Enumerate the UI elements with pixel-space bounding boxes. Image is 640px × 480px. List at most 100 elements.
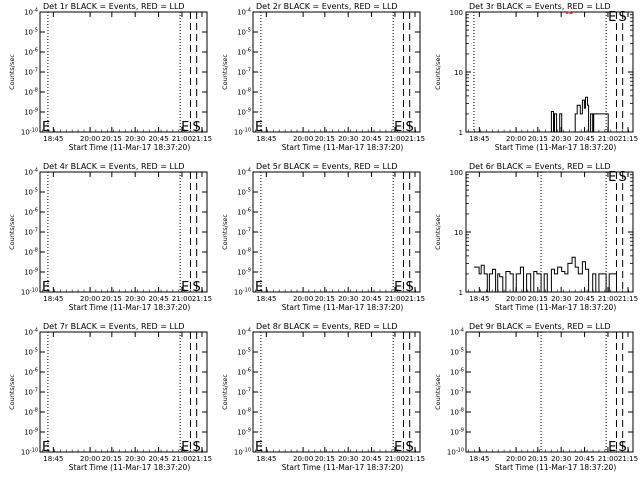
x-tick-label: 20:15 [528,135,548,143]
y-axis-label: Counts/sec [8,374,16,410]
x-tick-label: 21:15 [405,455,425,463]
plot-title: Det 9r BLACK = Events, RED = LLD [469,322,611,331]
y-tick-label: 10-8 [24,88,38,97]
x-axis-label: Start Time (11-Mar-17 18:37:20) [282,143,404,152]
y-tick-label: 10-10 [447,448,464,457]
x-tick-label: 21:15 [405,295,425,303]
x-tick-label: 20:45 [361,135,381,143]
y-axis-label: Counts/sec [221,374,229,410]
y-tick-label: 10-8 [237,248,251,257]
y-tick-label: 10-10 [21,448,38,457]
y-tick-label: 10-9 [24,428,38,437]
x-tick-label: 20:45 [148,135,168,143]
x-tick-label: 21:00 [172,455,192,463]
x-tick-label: 18:45 [256,295,276,303]
marker-label-e: E [608,10,616,25]
marker-label-e: E [394,120,402,135]
marker-label-e: E [181,280,189,295]
marker-label-e: E [42,280,50,295]
x-tick-label: 20:15 [102,295,122,303]
x-axis-label: Start Time (11-Mar-17 18:37:20) [495,303,617,312]
marker-label-s: S [192,440,200,455]
plot-panel-6: Det 6r BLACK = Events, RED = LLD Counts/s… [434,162,638,312]
marker-label-s: S [618,10,626,25]
x-tick-label: 18:45 [43,295,63,303]
plot-panel-8: Det 8r BLACK = Events, RED = LLD Counts/s… [221,322,425,472]
y-axis-label: Counts/sec [221,214,229,250]
x-tick-label: 20:15 [315,135,335,143]
marker-label-s: S [405,440,413,455]
plot-frame [39,11,208,133]
x-tick-label: 20:00 [80,295,100,303]
y-tick-label: 10-9 [237,428,251,437]
x-tick-label: 21:00 [598,295,618,303]
x-tick-label: 20:30 [338,135,358,143]
plot-frame [465,331,634,453]
x-axis-label: Start Time (11-Mar-17 18:37:20) [69,463,191,472]
y-tick-label: 10-5 [24,348,38,357]
x-tick-label: 20:00 [293,135,313,143]
marker-label-e: E [255,280,263,295]
y-axis-label: Counts/sec [221,54,229,90]
x-tick-label: 20:00 [80,455,100,463]
x-tick-label: 20:15 [315,455,335,463]
x-tick-label: 18:45 [256,135,276,143]
data-series-1 [473,256,617,293]
x-tick-label: 21:15 [405,135,425,143]
y-tick-label: 1 [459,129,463,137]
plot-title: Det 4r BLACK = Events, RED = LLD [43,162,185,171]
x-axis-label: Start Time (11-Mar-17 18:37:20) [495,463,617,472]
y-tick-label: 10-6 [237,208,251,217]
y-tick-label: 10-4 [237,328,251,337]
plot-frame [39,331,208,453]
x-tick-label: 20:00 [293,295,313,303]
x-tick-label: 20:45 [148,455,168,463]
x-tick-label: 21:00 [385,295,405,303]
x-tick-label: 18:45 [469,295,489,303]
x-tick-label: 18:45 [43,135,63,143]
y-tick-label: 10-8 [24,408,38,417]
y-tick-label: 10-7 [24,388,38,397]
marker-label-e: E [608,170,616,185]
y-axis-label: Counts/sec [434,54,442,90]
y-tick-label: 10-7 [450,388,464,397]
y-tick-label: 10-9 [237,268,251,277]
x-tick-label: 20:30 [551,295,571,303]
marker-label-e: E [255,120,263,135]
y-tick-label: 10-9 [24,108,38,117]
plot-title: Det 5r BLACK = Events, RED = LLD [256,162,398,171]
marker-label-e: E [608,440,616,455]
y-tick-label: 10 [454,69,463,77]
x-tick-label: 20:30 [338,295,358,303]
plot-panel-9: Det 9r BLACK = Events, RED = LLD Counts/s… [434,322,638,472]
y-tick-label: 10-10 [234,448,251,457]
x-tick-label: 21:15 [618,135,638,143]
y-tick-label: 100 [450,169,463,177]
x-tick-label: 20:30 [551,135,571,143]
y-tick-label: 10-7 [237,228,251,237]
marker-label-e: E [42,440,50,455]
marker-label-s: S [618,440,626,455]
y-tick-label: 10-5 [24,28,38,37]
plot-frame [252,171,421,293]
y-tick-label: 10-4 [237,8,251,17]
x-tick-label: 20:00 [506,295,526,303]
x-tick-label: 20:45 [361,295,381,303]
x-tick-label: 21:00 [172,135,192,143]
plot-title: Det 2r BLACK = Events, RED = LLD [256,2,398,11]
x-tick-label: 20:30 [551,455,571,463]
y-tick-label: 10-4 [237,168,251,177]
y-tick-label: 10-10 [234,288,251,297]
x-tick-label: 20:45 [361,455,381,463]
plot-panel-7: Det 7r BLACK = Events, RED = LLD Counts/s… [8,322,212,472]
y-tick-label: 10-10 [21,128,38,137]
y-tick-label: 10-6 [24,48,38,57]
x-tick-label: 20:15 [528,455,548,463]
x-tick-label: 20:00 [506,455,526,463]
x-tick-label: 20:15 [102,135,122,143]
marker-label-e: E [394,280,402,295]
y-tick-label: 10-7 [237,388,251,397]
x-tick-label: 18:45 [256,455,276,463]
x-tick-label: 21:00 [598,455,618,463]
